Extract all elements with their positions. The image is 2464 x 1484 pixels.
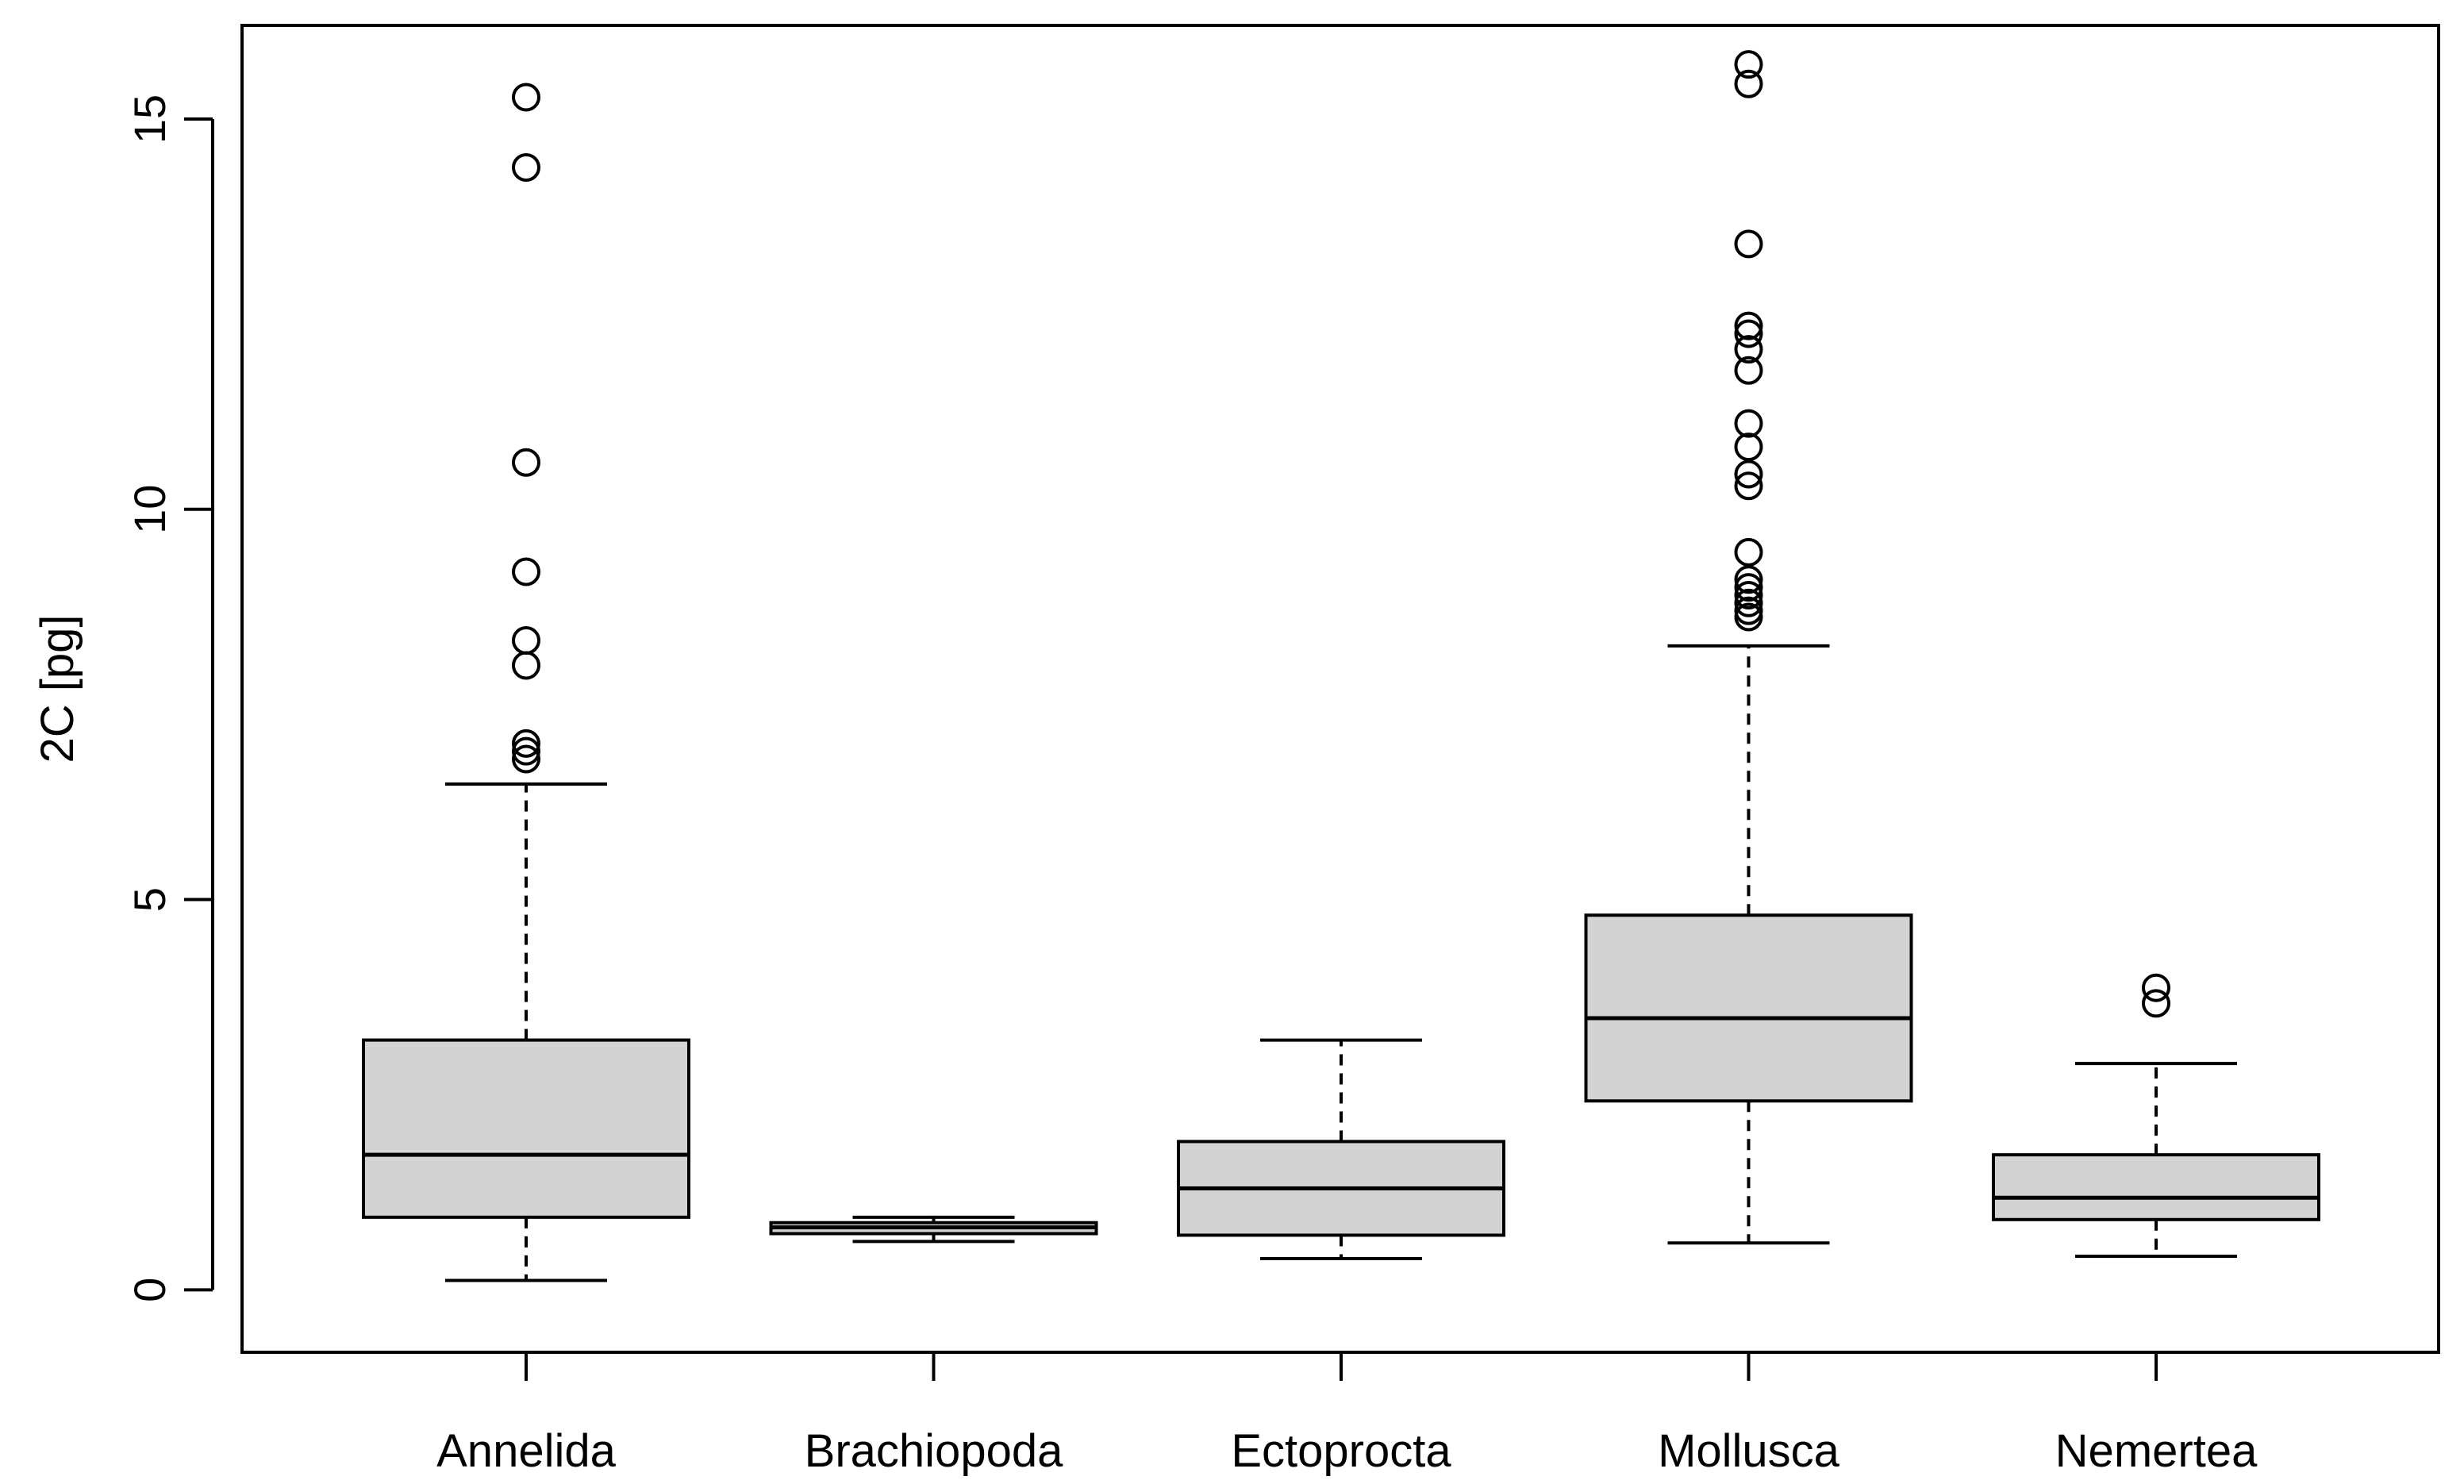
x-tick-label: Ectoprocta [1231, 1425, 1451, 1477]
iqr-box [1992, 1153, 2320, 1221]
outlier-point [1734, 229, 1763, 259]
outlier-point [1734, 573, 1763, 602]
outlier-point [512, 83, 540, 112]
outlier-point [512, 153, 540, 183]
box-ectoprocta [1177, 1038, 1505, 1260]
outlier-point [1734, 409, 1763, 438]
x-tick-label: Annelida [436, 1425, 616, 1477]
outlier-point [1734, 356, 1763, 385]
outlier-point [1734, 580, 1763, 609]
box-nemertea [1992, 973, 2320, 1259]
outlier-point [1734, 50, 1763, 79]
outlier-point [1734, 596, 1763, 625]
outlier-point [512, 557, 540, 586]
outlier-point [512, 626, 540, 655]
x-tick-label: Mollusca [1658, 1425, 1840, 1477]
outlier-point [512, 651, 540, 680]
outlier-point [1734, 588, 1763, 617]
y-tick-label: 0 [125, 1278, 175, 1302]
boxes-layer [362, 50, 2320, 1282]
outlier-point [1734, 335, 1763, 364]
box-mollusca [1584, 50, 1913, 1245]
y-tick-label: 15 [125, 94, 175, 144]
outlier-point [2142, 973, 2170, 1002]
outlier-point [512, 736, 540, 766]
x-tick-label: Brachiopoda [805, 1425, 1063, 1477]
outlier-point [1734, 459, 1763, 489]
outlier-point [512, 744, 540, 774]
outlier-point [1734, 537, 1763, 567]
y-axis: 0 5 10 15 [125, 94, 214, 1302]
outlier-point [512, 448, 540, 477]
y-tick-label: 10 [125, 485, 175, 534]
box-brachiopoda [769, 1215, 1098, 1244]
y-axis-title: 2C [pg] [32, 615, 83, 763]
iqr-box [1584, 913, 1913, 1103]
x-axis: Annelida Brachiopoda Ectoprocta Mollusca Nem… [436, 1351, 2258, 1477]
outlier-point [1734, 471, 1763, 501]
outlier-point [512, 729, 540, 758]
y-tick-label: 5 [125, 887, 175, 912]
outlier-point [2142, 989, 2170, 1018]
x-tick-label: Nemertea [2055, 1425, 2258, 1477]
box-annelida [362, 83, 690, 1282]
outlier-point [1734, 319, 1763, 348]
outlier-point [1734, 69, 1763, 98]
outlier-point [1734, 565, 1763, 594]
outlier-point [1734, 433, 1763, 462]
outlier-point [1734, 311, 1763, 340]
iqr-box [362, 1038, 690, 1219]
